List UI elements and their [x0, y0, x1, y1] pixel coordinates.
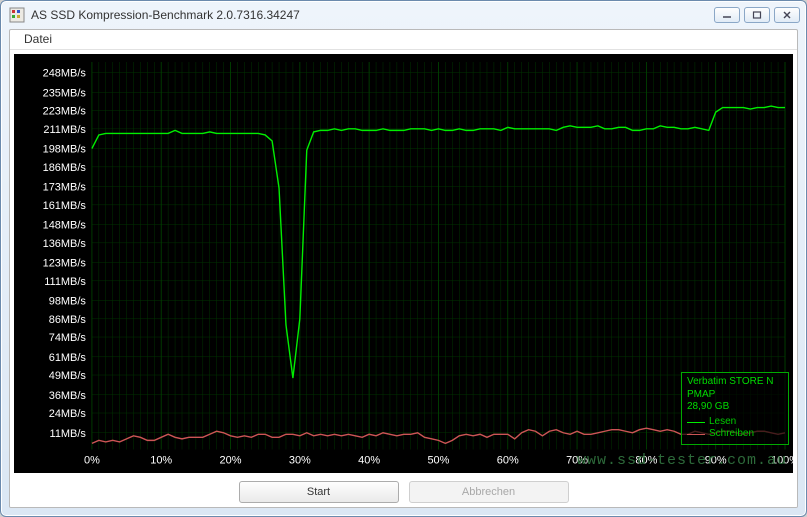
svg-text:49MB/s: 49MB/s: [49, 370, 87, 382]
svg-text:60%: 60%: [497, 454, 519, 466]
svg-text:223MB/s: 223MB/s: [43, 105, 87, 117]
svg-text:50%: 50%: [427, 454, 449, 466]
svg-text:136MB/s: 136MB/s: [43, 237, 87, 249]
menu-datei[interactable]: Datei: [18, 30, 58, 48]
svg-text:248MB/s: 248MB/s: [43, 67, 87, 79]
chart-area: 11MB/s 24MB/s 36MB/s 49MB/s 61MB/s 74MB/s 86MB…: [14, 54, 793, 473]
svg-text:0%: 0%: [84, 454, 100, 466]
legend-read: Lesen: [687, 416, 783, 429]
legend-read-swatch: [687, 422, 705, 423]
svg-text:98MB/s: 98MB/s: [49, 295, 87, 307]
svg-text:11MB/s: 11MB/s: [50, 427, 87, 439]
app-icon: [9, 7, 25, 23]
titlebar: AS SSD Kompression-Benchmark 2.0.7316.34…: [1, 1, 806, 29]
legend-box: Verbatim STORE N PMAP 28,90 GB Lesen Sch…: [681, 372, 789, 445]
close-button[interactable]: [774, 7, 800, 23]
window-controls: [714, 7, 800, 23]
svg-text:86MB/s: 86MB/s: [49, 313, 87, 325]
svg-text:235MB/s: 235MB/s: [43, 87, 87, 99]
svg-text:70%: 70%: [566, 454, 588, 466]
svg-text:74MB/s: 74MB/s: [49, 332, 87, 344]
svg-text:198MB/s: 198MB/s: [43, 143, 87, 155]
app-window: AS SSD Kompression-Benchmark 2.0.7316.34…: [0, 0, 807, 517]
benchmark-chart: 11MB/s 24MB/s 36MB/s 49MB/s 61MB/s 74MB/s 86MB…: [14, 54, 793, 473]
svg-text:123MB/s: 123MB/s: [43, 257, 87, 269]
legend-capacity: 28,90 GB: [687, 401, 783, 414]
client-area: Datei 11MB/s 24MB/s 36MB/s 49MB/s 61MB/s 74MB…: [9, 29, 798, 508]
legend-write: Schreiben: [687, 428, 783, 441]
maximize-button[interactable]: [744, 7, 770, 23]
legend-read-label: Lesen: [709, 416, 736, 429]
svg-text:148MB/s: 148MB/s: [43, 219, 87, 231]
legend-device-line1: Verbatim STORE N: [687, 376, 783, 389]
svg-text:20%: 20%: [220, 454, 242, 466]
svg-text:30%: 30%: [289, 454, 311, 466]
svg-text:186MB/s: 186MB/s: [43, 161, 87, 173]
svg-text:90%: 90%: [705, 454, 727, 466]
svg-text:173MB/s: 173MB/s: [43, 181, 87, 193]
abort-button: Abbrechen: [409, 481, 569, 503]
button-row: Start Abbrechen: [10, 477, 797, 507]
window-title: AS SSD Kompression-Benchmark 2.0.7316.34…: [31, 8, 714, 22]
legend-write-label: Schreiben: [709, 428, 754, 441]
menubar: Datei: [10, 30, 797, 50]
svg-text:40%: 40%: [358, 454, 380, 466]
svg-text:10%: 10%: [150, 454, 172, 466]
start-button[interactable]: Start: [239, 481, 399, 503]
svg-text:24MB/s: 24MB/s: [49, 408, 87, 420]
svg-text:161MB/s: 161MB/s: [43, 199, 87, 211]
svg-text:36MB/s: 36MB/s: [49, 389, 87, 401]
minimize-button[interactable]: [714, 7, 740, 23]
legend-write-swatch: [687, 434, 705, 435]
svg-text:211MB/s: 211MB/s: [43, 123, 86, 135]
svg-text:61MB/s: 61MB/s: [49, 351, 87, 363]
svg-text:80%: 80%: [635, 454, 657, 466]
svg-text:111MB/s: 111MB/s: [44, 275, 86, 287]
legend-device-line2: PMAP: [687, 389, 783, 402]
svg-text:100%: 100%: [771, 454, 793, 466]
